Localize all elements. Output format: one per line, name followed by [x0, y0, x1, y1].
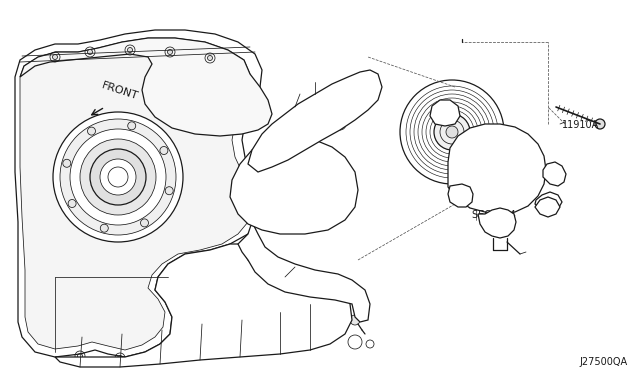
Circle shape — [446, 126, 458, 138]
Circle shape — [350, 315, 360, 325]
Circle shape — [497, 219, 503, 225]
Polygon shape — [230, 137, 358, 234]
Text: J27500QA: J27500QA — [580, 357, 628, 367]
Polygon shape — [543, 162, 566, 186]
Circle shape — [434, 114, 470, 150]
Circle shape — [100, 159, 136, 195]
Text: FRONT: FRONT — [100, 81, 140, 102]
Circle shape — [160, 147, 168, 154]
Circle shape — [301, 110, 309, 118]
Polygon shape — [238, 222, 370, 322]
Circle shape — [100, 224, 108, 232]
Circle shape — [90, 149, 146, 205]
Polygon shape — [430, 100, 460, 126]
Polygon shape — [478, 208, 516, 238]
Circle shape — [400, 80, 504, 184]
Circle shape — [442, 109, 448, 115]
Circle shape — [291, 209, 299, 217]
Polygon shape — [20, 38, 272, 136]
Polygon shape — [20, 38, 252, 350]
Circle shape — [88, 49, 93, 55]
Circle shape — [80, 139, 156, 215]
Circle shape — [141, 219, 148, 227]
Polygon shape — [55, 244, 352, 367]
Circle shape — [53, 112, 183, 242]
Circle shape — [63, 159, 71, 167]
Circle shape — [363, 95, 373, 105]
Polygon shape — [248, 70, 382, 172]
Text: SEC. 274: SEC. 274 — [472, 210, 516, 220]
Circle shape — [595, 119, 605, 129]
Circle shape — [68, 199, 76, 208]
Polygon shape — [448, 124, 546, 214]
Circle shape — [52, 55, 58, 60]
Polygon shape — [15, 30, 262, 357]
Circle shape — [314, 170, 321, 178]
Polygon shape — [535, 192, 562, 212]
Circle shape — [165, 187, 173, 195]
Circle shape — [168, 49, 173, 55]
Polygon shape — [535, 197, 560, 217]
Circle shape — [281, 173, 309, 201]
Circle shape — [128, 122, 136, 130]
Polygon shape — [448, 184, 473, 207]
Circle shape — [70, 129, 166, 225]
Circle shape — [207, 55, 212, 61]
Circle shape — [60, 119, 176, 235]
Circle shape — [269, 170, 276, 178]
Circle shape — [127, 48, 132, 52]
Text: 11910A: 11910A — [562, 120, 599, 130]
Circle shape — [88, 127, 95, 135]
